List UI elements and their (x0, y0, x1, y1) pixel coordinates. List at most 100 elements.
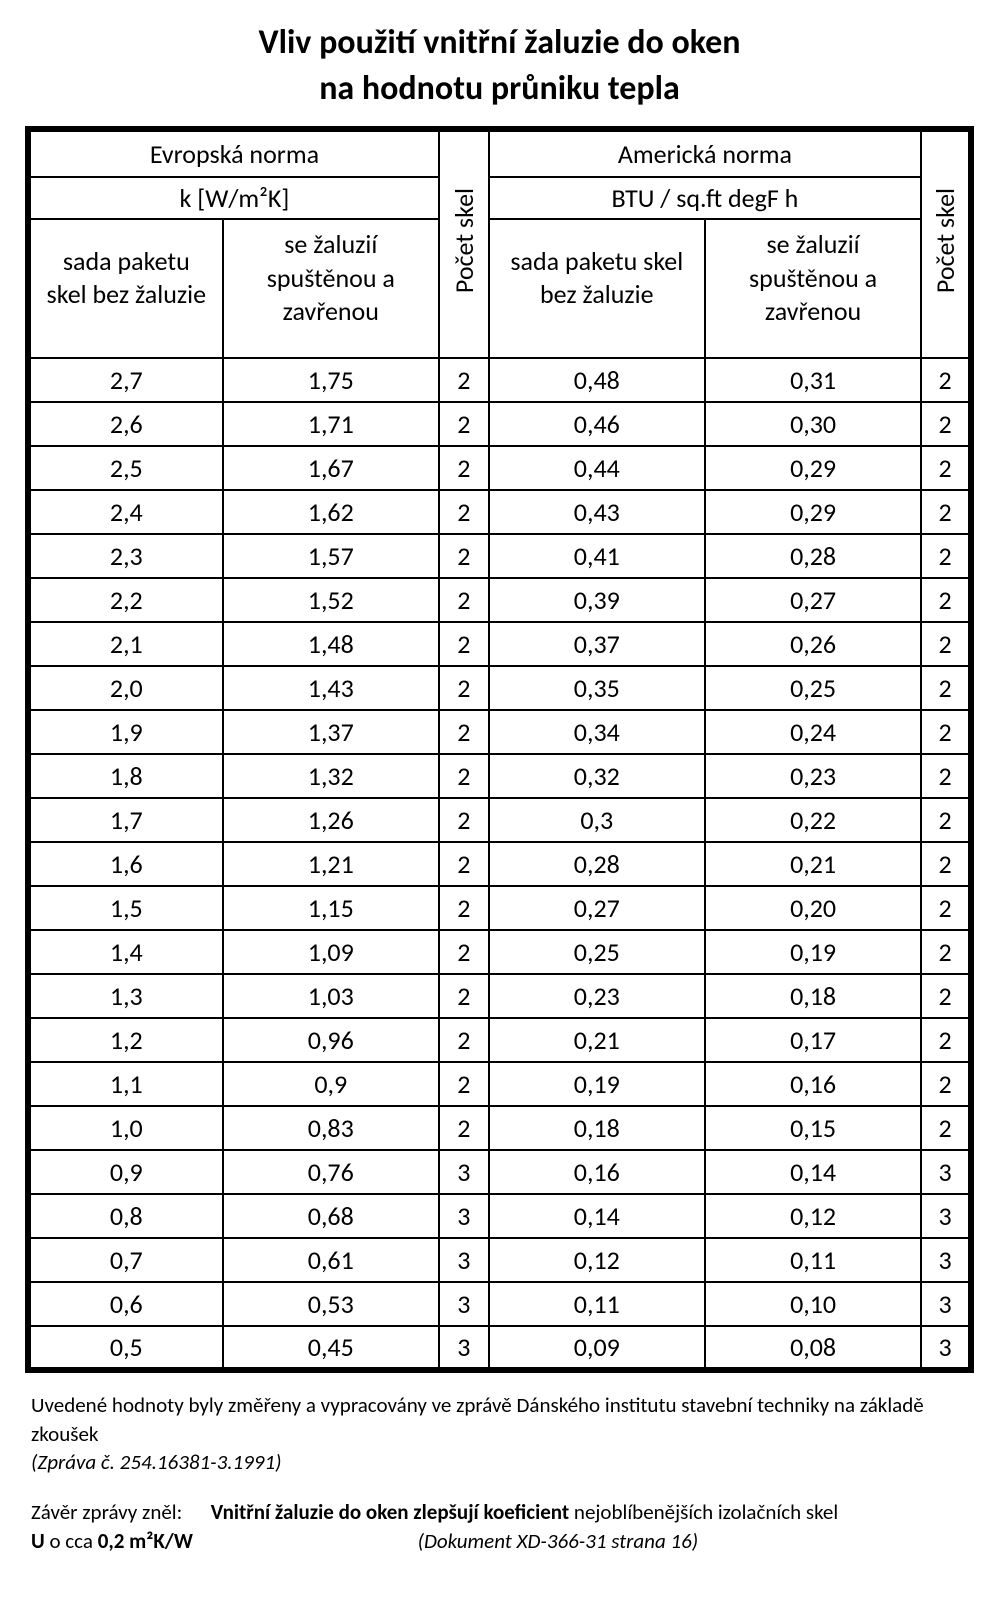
us-col-with: se žaluzií spuštěnou a zavřenou (705, 219, 921, 358)
cell-n1: 2 (439, 446, 489, 490)
cell-n1: 2 (439, 358, 489, 402)
cell-n2: 2 (921, 710, 971, 754)
cell-n2: 3 (921, 1150, 971, 1194)
head-row-cols: sada paketu skel bez žaluzie se žaluzií … (28, 219, 971, 358)
table-row: 0,60,5330,110,103 (28, 1282, 971, 1326)
cell-us1: 0,35 (489, 666, 705, 710)
cell-us1: 0,19 (489, 1062, 705, 1106)
count-header-us: Počet skel (921, 129, 971, 358)
cell-n1: 2 (439, 402, 489, 446)
table-row: 1,91,3720,340,242 (28, 710, 971, 754)
cell-us1: 0,34 (489, 710, 705, 754)
eu-unit-header: k [W/m²K] (28, 177, 439, 219)
eu-norm-header: Evropská norma (28, 129, 439, 177)
cell-us1: 0,11 (489, 1282, 705, 1326)
cell-eu1: 1,0 (28, 1106, 223, 1150)
table-row: 2,61,7120,460,302 (28, 402, 971, 446)
cell-eu2: 1,21 (223, 842, 439, 886)
title-line2: na hodnotu průniku tepla (319, 68, 680, 109)
cell-n1: 2 (439, 798, 489, 842)
cell-eu1: 1,6 (28, 842, 223, 886)
cell-n2: 2 (921, 842, 971, 886)
cell-us2: 0,31 (705, 358, 921, 402)
table-row: 1,71,2620,30,222 (28, 798, 971, 842)
cell-us2: 0,21 (705, 842, 921, 886)
table-row: 2,01,4320,350,252 (28, 666, 971, 710)
cell-n1: 3 (439, 1150, 489, 1194)
cell-us2: 0,22 (705, 798, 921, 842)
cell-eu2: 1,67 (223, 446, 439, 490)
cell-n2: 2 (921, 622, 971, 666)
cell-eu2: 0,76 (223, 1150, 439, 1194)
footer-conclusion: Závěr zprávy zněl: Vnitřní žaluzie do ok… (31, 1498, 968, 1526)
table-row: 0,90,7630,160,143 (28, 1150, 971, 1194)
cell-eu1: 2,4 (28, 490, 223, 534)
cell-us1: 0,25 (489, 930, 705, 974)
cell-us2: 0,26 (705, 622, 921, 666)
cell-n2: 2 (921, 798, 971, 842)
cell-eu1: 1,8 (28, 754, 223, 798)
cell-us2: 0,25 (705, 666, 921, 710)
cell-n2: 2 (921, 578, 971, 622)
cell-eu2: 0,45 (223, 1326, 439, 1370)
cell-n1: 2 (439, 842, 489, 886)
cell-us2: 0,17 (705, 1018, 921, 1062)
table-body: 2,71,7520,480,3122,61,7120,460,3022,51,6… (28, 358, 971, 1370)
cell-eu1: 0,9 (28, 1150, 223, 1194)
cell-eu2: 1,09 (223, 930, 439, 974)
cell-eu2: 1,43 (223, 666, 439, 710)
cell-eu2: 1,37 (223, 710, 439, 754)
table-row: 2,51,6720,440,292 (28, 446, 971, 490)
concl-tail: nejoblíbenějších izolačních skel (569, 1499, 838, 1525)
cell-eu2: 0,96 (223, 1018, 439, 1062)
cell-us1: 0,46 (489, 402, 705, 446)
us-unit-header: BTU / sq.ft degF h (489, 177, 922, 219)
cell-n1: 2 (439, 1018, 489, 1062)
head-row-norms: Evropská norma Počet skel Americká norma… (28, 129, 971, 177)
cell-n2: 2 (921, 534, 971, 578)
table-row: 2,11,4820,370,262 (28, 622, 971, 666)
cell-n2: 3 (921, 1282, 971, 1326)
cell-us2: 0,29 (705, 490, 921, 534)
cell-us2: 0,29 (705, 446, 921, 490)
cell-eu1: 1,7 (28, 798, 223, 842)
cell-us2: 0,23 (705, 754, 921, 798)
concl2-mid: o cca (45, 1528, 98, 1554)
cell-us1: 0,28 (489, 842, 705, 886)
cell-n2: 2 (921, 930, 971, 974)
page: Vliv použití vnitřní žaluzie do oken na … (0, 0, 999, 1585)
cell-eu2: 0,9 (223, 1062, 439, 1106)
count-header-eu: Počet skel (439, 129, 489, 358)
cell-us1: 0,18 (489, 1106, 705, 1150)
concl-lead: Závěr zprávy zněl: (31, 1499, 182, 1525)
cell-us1: 0,14 (489, 1194, 705, 1238)
cell-n2: 2 (921, 1106, 971, 1150)
cell-n1: 2 (439, 622, 489, 666)
cell-us1: 0,32 (489, 754, 705, 798)
footer-conclusion-line2: U o cca 0,2 m²K/W (Dokument XD-366-31 st… (31, 1527, 968, 1555)
cell-eu2: 1,57 (223, 534, 439, 578)
cell-n2: 2 (921, 666, 971, 710)
cell-us2: 0,10 (705, 1282, 921, 1326)
cell-eu1: 1,4 (28, 930, 223, 974)
cell-n2: 2 (921, 1062, 971, 1106)
table-row: 1,00,8320,180,152 (28, 1106, 971, 1150)
eu-col-with: se žaluzií spuštěnou a zavřenou (223, 219, 439, 358)
table-row: 1,51,1520,270,202 (28, 886, 971, 930)
cell-n1: 2 (439, 666, 489, 710)
cell-eu1: 1,3 (28, 974, 223, 1018)
cell-n1: 3 (439, 1194, 489, 1238)
cell-eu2: 0,61 (223, 1238, 439, 1282)
us-col-without: sada paketu skel bez žaluzie (489, 219, 705, 358)
cell-eu2: 1,03 (223, 974, 439, 1018)
table-row: 1,41,0920,250,192 (28, 930, 971, 974)
cell-us2: 0,27 (705, 578, 921, 622)
table-row: 1,61,2120,280,212 (28, 842, 971, 886)
cell-eu1: 0,8 (28, 1194, 223, 1238)
cell-eu1: 1,5 (28, 886, 223, 930)
cell-n1: 3 (439, 1238, 489, 1282)
cell-eu1: 1,1 (28, 1062, 223, 1106)
cell-n2: 3 (921, 1238, 971, 1282)
cell-n2: 3 (921, 1194, 971, 1238)
cell-eu2: 1,15 (223, 886, 439, 930)
